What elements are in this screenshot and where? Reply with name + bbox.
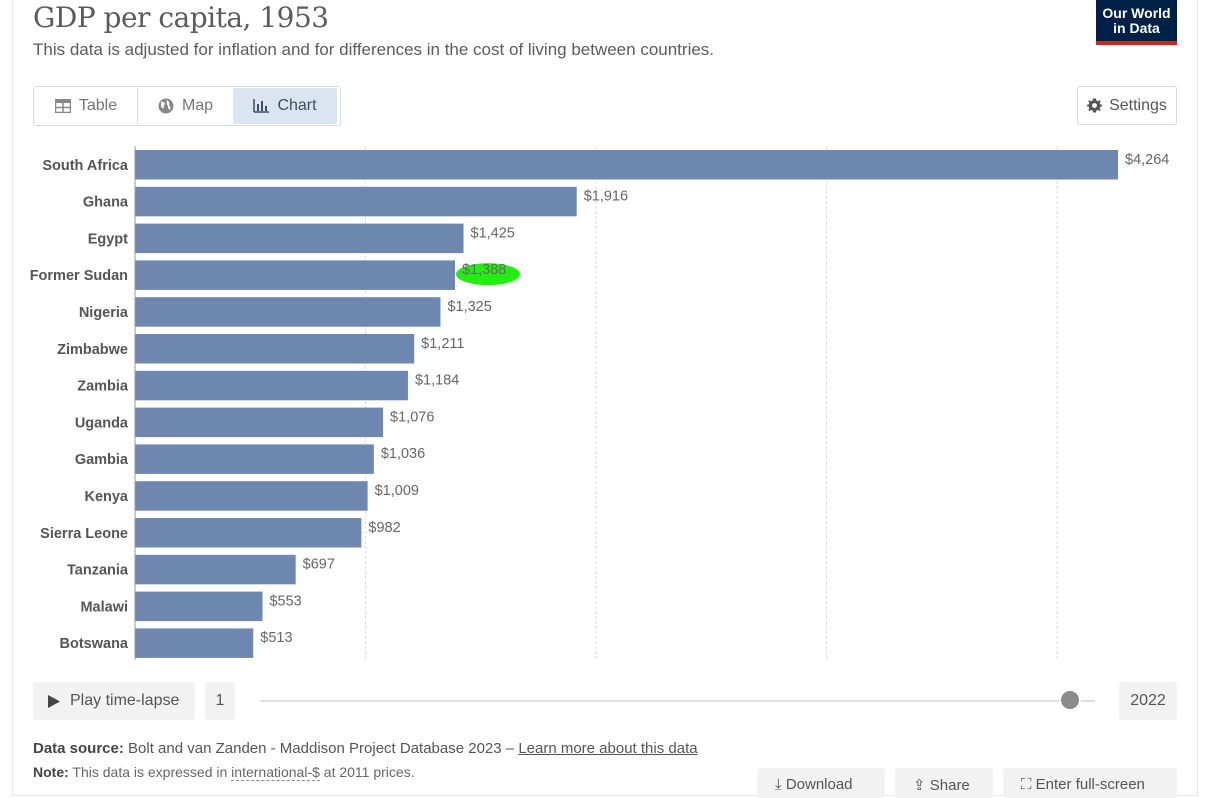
tab-chart-label: Chart: [277, 97, 317, 114]
value-label: $1,076: [390, 409, 434, 425]
view-tabs: Table Map Chart: [33, 86, 341, 126]
play-timelapse-button[interactable]: Play time-lapse: [33, 682, 195, 720]
chart-note: Note: This data is expressed in internat…: [33, 764, 415, 781]
highlight-marker: [455, 263, 520, 286]
source-text: Bolt and van Zanden - Maddison Project D…: [128, 740, 515, 757]
logo-line-1: Our World: [1102, 5, 1171, 21]
expand-icon: ⛶: [1021, 776, 1036, 793]
download-icon: ⤓: [775, 776, 786, 793]
learn-more-link[interactable]: Learn more about this data: [518, 740, 698, 757]
owid-logo[interactable]: Our World in Data: [1096, 0, 1177, 45]
bar[interactable]: [135, 260, 455, 290]
country-label: Botswana: [60, 636, 129, 652]
globe-icon: [158, 98, 174, 114]
bar[interactable]: [135, 150, 1118, 180]
value-label: $1,184: [415, 373, 459, 389]
bar[interactable]: [135, 554, 296, 585]
data-source: Data source: Bolt and van Zanden - Maddi…: [33, 740, 698, 757]
value-label: $1,325: [447, 299, 491, 315]
tab-table[interactable]: Table: [35, 88, 137, 124]
value-label: $1,211: [421, 336, 464, 352]
bar[interactable]: [135, 186, 577, 217]
value-label: $513: [260, 630, 292, 646]
source-prefix: Data source:: [33, 740, 124, 757]
chart-title: GDP per capita, 1953: [33, 1, 329, 34]
fullscreen-label: Enter full-screen: [1035, 776, 1145, 793]
country-label: South Africa: [42, 158, 129, 174]
table-icon: [54, 99, 71, 113]
download-button[interactable]: ⤓ Download: [757, 768, 885, 798]
share-label: Share: [929, 777, 970, 794]
settings-button[interactable]: Settings: [1077, 86, 1177, 125]
country-label: Nigeria: [79, 305, 129, 321]
value-label: $1,036: [381, 446, 425, 462]
value-label: $4,264: [1125, 152, 1169, 168]
bar[interactable]: [135, 444, 374, 474]
download-label: Download: [785, 776, 853, 793]
bar[interactable]: [135, 591, 263, 622]
timeline-start-year[interactable]: 1: [205, 682, 235, 720]
country-label: Zimbabwe: [57, 342, 128, 358]
note-prefix: Note:: [33, 764, 69, 780]
tab-table-label: Table: [78, 97, 118, 114]
value-label: $1,425: [471, 225, 515, 241]
tab-chart[interactable]: Chart: [233, 88, 337, 124]
chart-subtitle: This data is adjusted for inflation and …: [33, 40, 715, 59]
timeline-end-year[interactable]: 2022: [1119, 682, 1177, 720]
international-dollar-term[interactable]: international-$: [231, 764, 320, 781]
value-label: $1,009: [375, 483, 419, 499]
share-icon: ⇪: [913, 777, 930, 794]
note-text-1: This data is expressed in: [72, 764, 228, 780]
logo-line-2: in Data: [1113, 20, 1160, 36]
country-label: Sierra Leone: [40, 526, 128, 542]
bar[interactable]: [135, 370, 408, 401]
bar[interactable]: [135, 481, 368, 511]
country-label: Malawi: [80, 599, 128, 615]
country-label: Kenya: [84, 489, 128, 505]
country-label: Uganda: [75, 415, 129, 431]
bar[interactable]: [135, 223, 464, 254]
tab-map[interactable]: Map: [137, 88, 233, 124]
gear-icon: [1087, 98, 1103, 113]
play-icon: [48, 694, 60, 708]
value-label: $553: [269, 593, 301, 609]
bar[interactable]: [135, 628, 254, 658]
country-label: Ghana: [83, 195, 129, 211]
timeline-slider-handle[interactable]: [1058, 689, 1081, 711]
country-label: Zambia: [77, 379, 129, 395]
tab-map-label: Map: [181, 97, 214, 114]
fullscreen-button[interactable]: ⛶ Enter full-screen: [1003, 768, 1177, 798]
settings-label: Settings: [1109, 96, 1167, 114]
share-button[interactable]: ⇪ Share: [895, 768, 993, 798]
country-label: Egypt: [88, 231, 128, 247]
bar[interactable]: [135, 407, 384, 438]
country-label: Tanzania: [67, 563, 129, 579]
bar[interactable]: [135, 518, 362, 548]
timeline-controls: Play time-lapse 1 2022: [33, 682, 1177, 720]
country-label: Gambia: [75, 452, 129, 468]
country-label: Former Sudan: [30, 268, 128, 284]
value-label: $697: [303, 557, 335, 573]
bar-chart: South Africa $4,264 Ghana $1,916 Egypt $1,425…: [30, 146, 1169, 660]
value-label: $1,916: [584, 189, 628, 205]
value-label: $982: [368, 520, 400, 536]
timeline-slider-track[interactable]: [260, 700, 1095, 702]
play-label: Play time-lapse: [70, 692, 180, 709]
bar[interactable]: [135, 334, 415, 364]
bar-chart-icon: [253, 99, 270, 113]
value-label: $1,388: [462, 262, 506, 278]
bar[interactable]: [135, 297, 441, 327]
note-text-2: at 2011 prices.: [323, 764, 415, 780]
